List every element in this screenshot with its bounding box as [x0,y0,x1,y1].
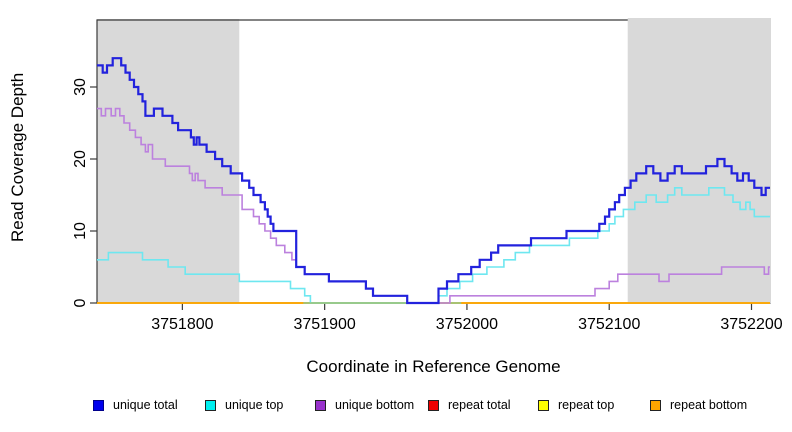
x-tick-label: 3752000 [436,316,498,333]
y-tick-label: 10 [72,222,89,240]
x-tick-label: 3751900 [294,316,356,333]
legend-item-unique-bottom: unique bottom [315,398,414,412]
series-unique-bottom-line [97,107,770,304]
legend-label: unique total [113,398,178,412]
legend-swatch-unique-total [93,399,104,411]
legend-item-unique-top: unique top [205,398,283,412]
legend-swatch-unique-top [205,399,216,411]
x-axis-title: Coordinate in Reference Genome [306,357,561,376]
legend-label: repeat total [448,398,511,412]
legend-item-repeat-bottom: repeat bottom [650,398,747,412]
series-unique-top-line [97,187,770,304]
legend-swatch-repeat-bottom [650,399,661,411]
legend-label: unique top [225,398,284,412]
x-tick-label: 3752200 [720,316,782,333]
x-tick-label: 3751800 [151,316,213,333]
legend-label: repeat bottom [670,398,748,412]
legend: unique total unique top unique bottom repea… [0,398,792,418]
coverage-plot: 3751800 3751900 3752000 3752100 3752200 0 10 20… [72,18,783,333]
legend-swatch-repeat-top [538,399,549,411]
legend-item-repeat-total: repeat total [428,398,511,412]
shaded-region-right [627,18,771,303]
y-axis-title: Read Coverage Depth [8,72,27,242]
y-tick-label: 20 [72,150,89,168]
x-tick-label: 3752100 [578,316,640,333]
legend-item-unique-total: unique total [93,398,178,412]
y-tick-label: 30 [72,78,89,96]
y-tick-label: 0 [72,298,89,307]
legend-label: unique bottom [335,398,415,412]
legend-label: repeat top [558,398,615,412]
legend-item-repeat-top: repeat top [538,398,614,412]
legend-swatch-unique-bottom [315,399,326,411]
series-unique-total-line [97,57,770,305]
legend-swatch-repeat-total [428,399,439,411]
